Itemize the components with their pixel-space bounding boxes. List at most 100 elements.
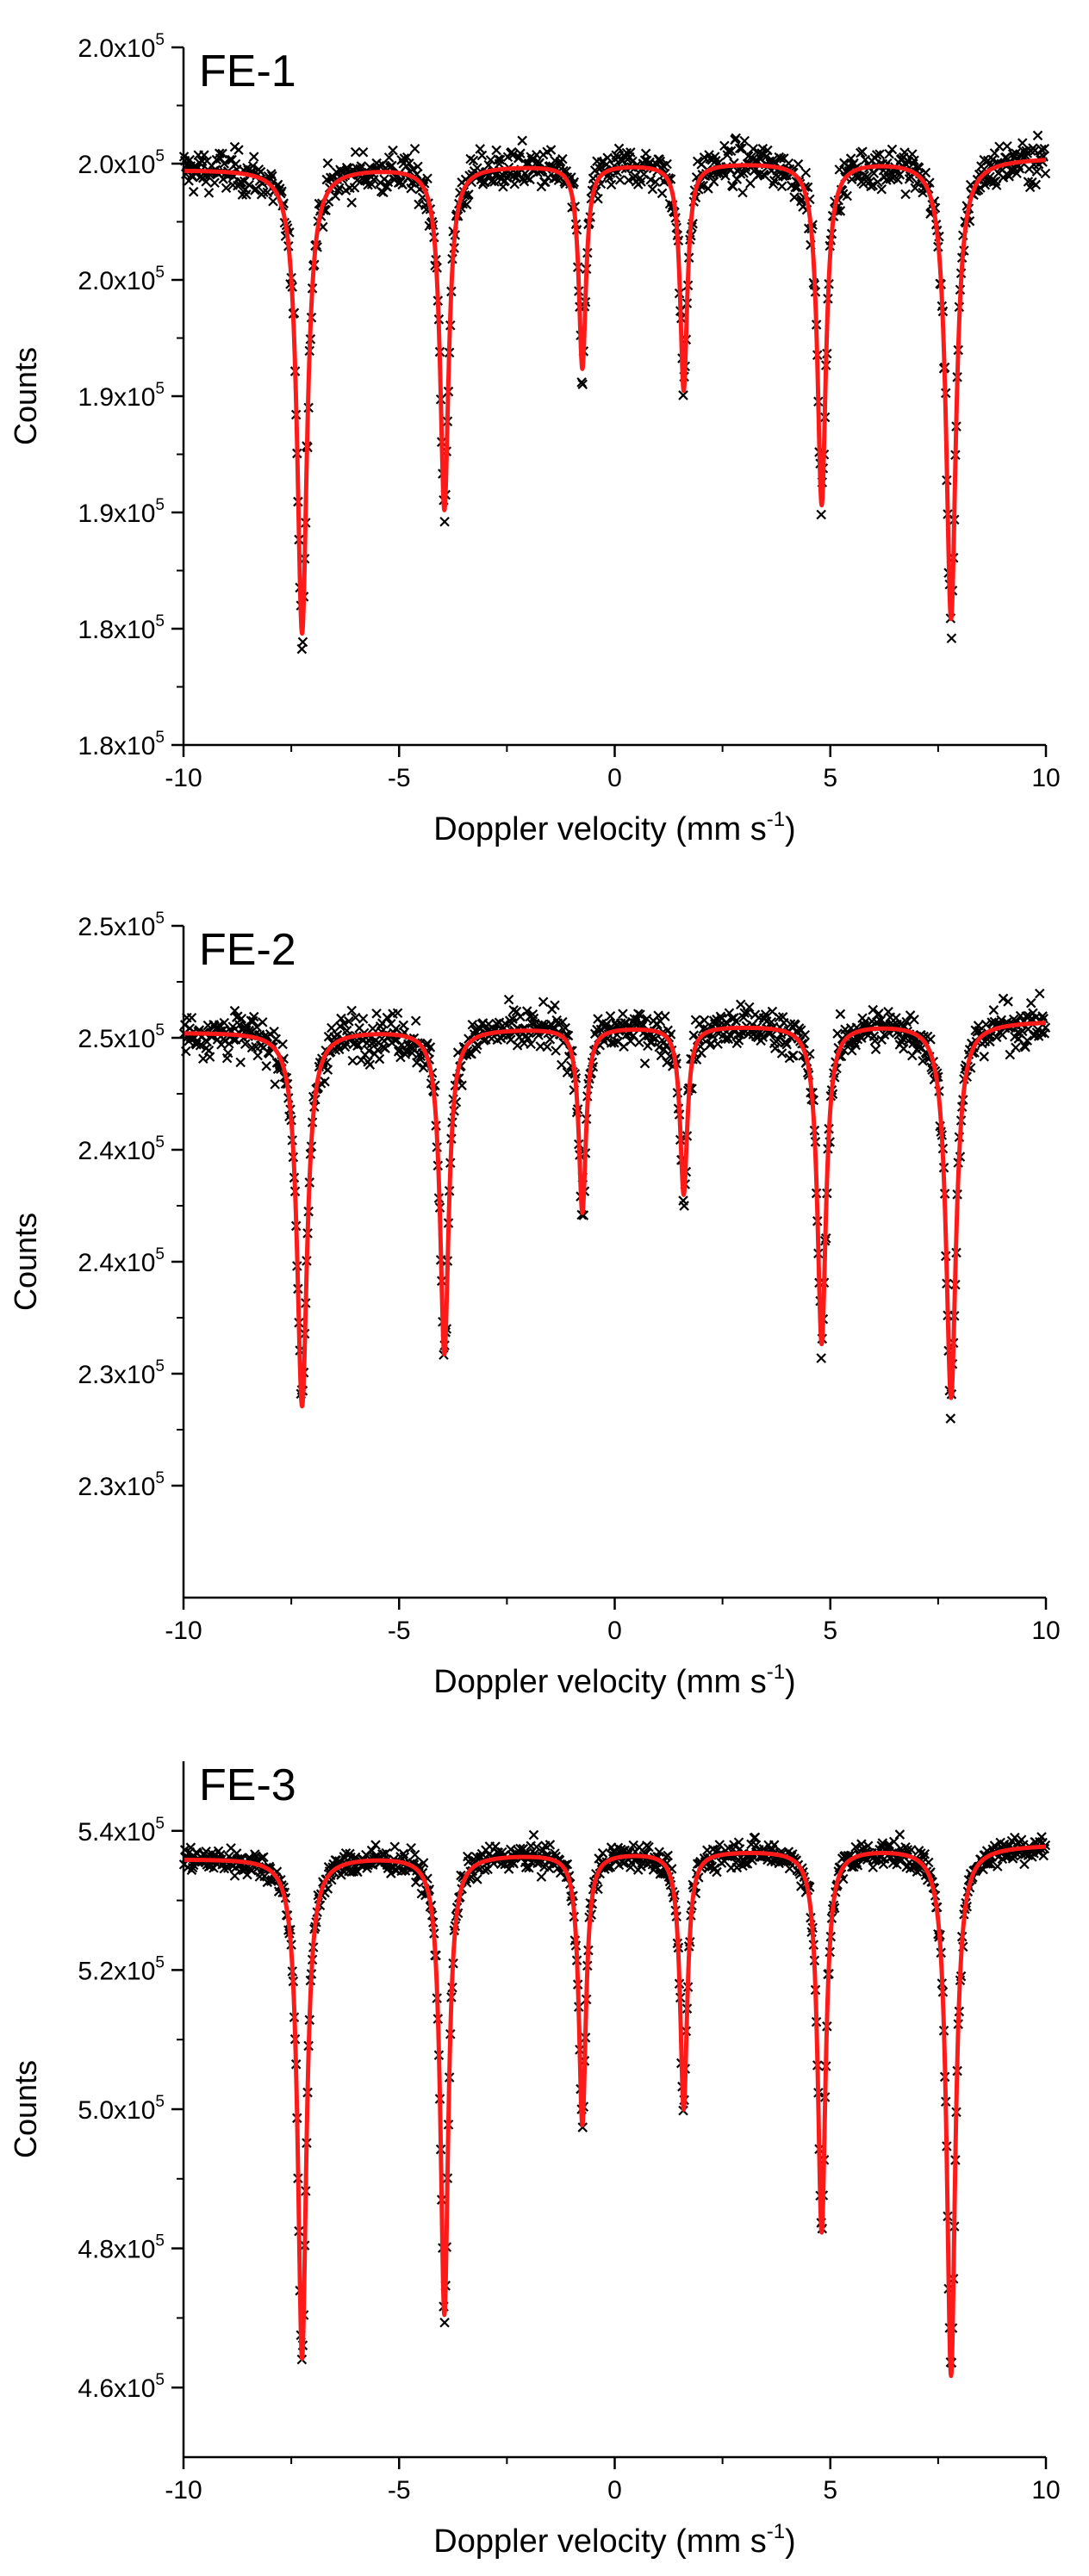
data-point (678, 390, 688, 400)
data-point (1022, 1035, 1033, 1046)
y-axis-label: Counts (8, 2060, 43, 2158)
y-tick-label: 2.3x105 (78, 1357, 165, 1389)
data-point (989, 148, 1000, 158)
data-point (606, 179, 617, 190)
data-point (618, 1009, 628, 1019)
data-point (776, 1048, 787, 1058)
data-point (1025, 997, 1036, 1009)
data-point (332, 1029, 343, 1040)
data-point (364, 1059, 376, 1071)
x-tick-label: 5 (823, 764, 837, 792)
y-tick-label: 2.4x105 (78, 1133, 165, 1165)
data-point (352, 1866, 363, 1878)
data-point (894, 1829, 905, 1840)
data-point (241, 189, 252, 200)
data-point (596, 157, 607, 167)
data-point (737, 187, 748, 198)
data-point (862, 171, 873, 182)
data-point (845, 153, 856, 164)
data-point (800, 167, 812, 178)
data-point (739, 135, 750, 146)
data-point (350, 146, 361, 158)
data-point (247, 160, 258, 171)
y-tick-label: 2.3x105 (78, 1469, 165, 1501)
data-point (857, 146, 868, 157)
data-point (998, 993, 1009, 1004)
data-point (551, 1015, 562, 1026)
data-point (731, 1015, 741, 1027)
data-point (639, 1058, 650, 1069)
data-point (899, 1043, 909, 1054)
x-tick-label: 0 (607, 764, 622, 792)
data-point (217, 148, 227, 159)
y-tick-label: 1.9x105 (78, 380, 165, 412)
data-point (816, 509, 826, 520)
data-point (374, 1053, 385, 1065)
data-point (418, 1858, 429, 1868)
data-point (209, 177, 220, 189)
data-point (577, 379, 588, 390)
panel-label: FE-1 (199, 47, 296, 96)
data-point (1014, 164, 1025, 174)
data-point (388, 145, 398, 156)
data-point (553, 175, 564, 186)
data-point (679, 1201, 689, 1211)
data-point (660, 1011, 670, 1021)
data-point (537, 1019, 548, 1030)
data-point (1011, 1042, 1021, 1053)
data-point (349, 183, 360, 193)
data-point (1034, 988, 1045, 999)
data-point (635, 1009, 645, 1020)
data-point (410, 1015, 421, 1027)
data-point (762, 145, 773, 156)
data-point (1004, 171, 1014, 182)
data-point (800, 1029, 811, 1040)
data-point (467, 1019, 478, 1030)
y-tick-label: 2.0x105 (78, 264, 165, 295)
data-point (773, 1034, 783, 1046)
data-point (409, 143, 420, 154)
data-point (897, 1034, 908, 1044)
data-point (503, 994, 514, 1005)
data-point (873, 177, 883, 188)
data-point (1037, 1011, 1048, 1021)
data-point (269, 1026, 279, 1037)
data-point (636, 177, 646, 187)
data-point (835, 1009, 846, 1020)
data-point (1030, 179, 1042, 190)
panel-label: FE-2 (199, 925, 296, 975)
data-point (625, 1036, 636, 1046)
data-point (258, 1852, 269, 1863)
data-point (835, 206, 846, 216)
y-tick-label: 5.4x105 (78, 1815, 165, 1847)
data-point (793, 158, 804, 170)
data-point (602, 152, 613, 163)
data-point (346, 1005, 357, 1016)
data-point (371, 1009, 382, 1019)
data-point (540, 177, 551, 188)
x-tick-label: -10 (165, 764, 202, 792)
data-point (545, 145, 557, 155)
data-point (464, 189, 474, 200)
panel-label: FE-3 (199, 1760, 296, 1810)
data-point (222, 1047, 233, 1058)
y-tick-label: 2.5x105 (78, 1021, 165, 1053)
x-tick-label: 0 (607, 2476, 622, 2505)
data-point (887, 144, 898, 155)
data-point (874, 1008, 884, 1019)
data-point (366, 1845, 377, 1856)
data-point (876, 183, 887, 195)
x-tick-label: -10 (165, 1617, 202, 1645)
data-point (775, 153, 787, 164)
data-point (542, 1041, 552, 1052)
data-point (909, 1015, 919, 1025)
data-point (625, 147, 636, 158)
data-point (614, 175, 625, 185)
data-point (507, 150, 518, 160)
x-axis-label: Doppler velocity (mm s-1) (433, 2520, 795, 2560)
data-point (874, 149, 885, 159)
y-tick-label: 1.8x105 (78, 729, 165, 760)
x-axis-label: Doppler velocity (mm s-1) (433, 1660, 795, 1700)
data-point (204, 1052, 215, 1062)
data-point (550, 1000, 560, 1011)
